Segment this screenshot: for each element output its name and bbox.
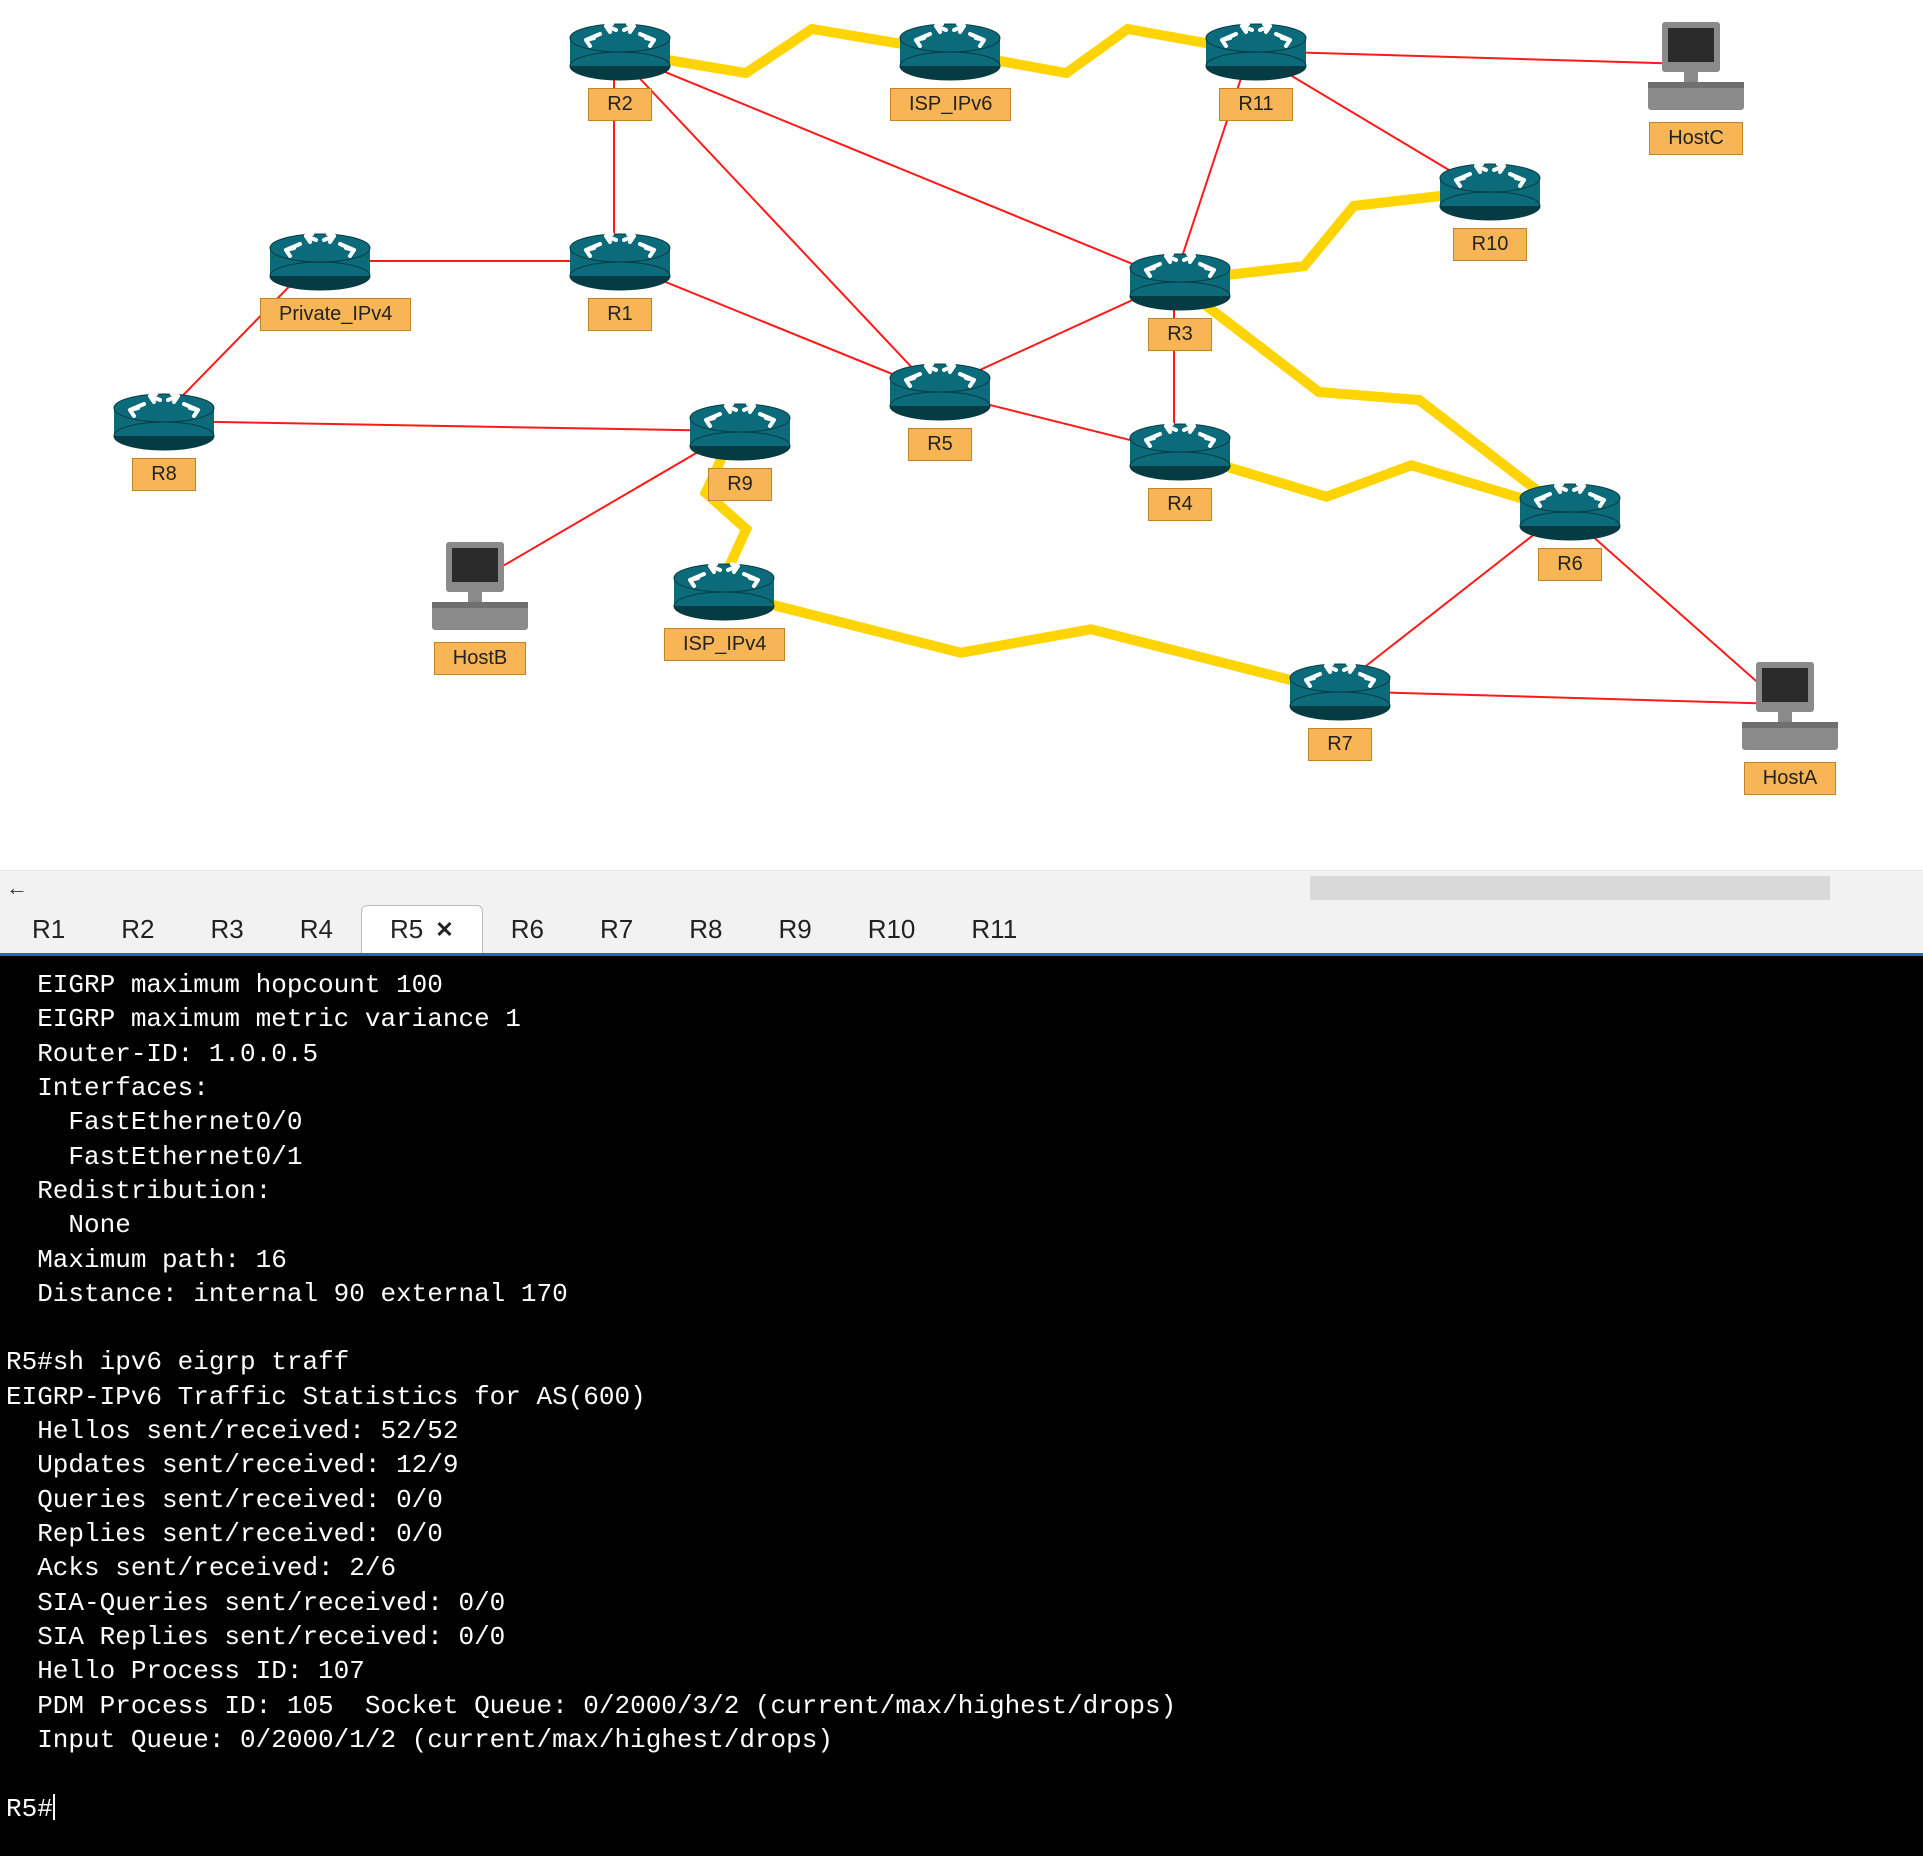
tab-r1[interactable]: R1	[4, 905, 93, 953]
router-icon	[886, 360, 994, 422]
scroll-back-button[interactable]: ←	[0, 871, 34, 905]
node-label: R5	[908, 428, 972, 461]
terminal-tab-bar: R1 R2 R3 R4 R5 ✕ R6 R7 R8 R9 R10 R11	[0, 904, 1923, 956]
tab-label: R1	[32, 914, 65, 945]
router-icon	[686, 400, 794, 462]
node-label: R6	[1538, 548, 1602, 581]
router-icon	[1126, 420, 1234, 482]
router-node-r11[interactable]: R11	[1196, 20, 1316, 121]
router-node-r4[interactable]: R4	[1120, 420, 1240, 521]
router-icon	[896, 20, 1004, 82]
router-node-r6[interactable]: R6	[1510, 480, 1630, 581]
router-node-isp_ipv6[interactable]: ISP_IPv6	[890, 20, 1010, 121]
node-label: R11	[1219, 88, 1292, 121]
node-label: ISP_IPv6	[890, 88, 1011, 121]
node-label: HostA	[1744, 762, 1836, 795]
node-label: R7	[1308, 728, 1372, 761]
node-label: R1	[588, 298, 652, 331]
router-icon	[566, 20, 674, 82]
router-icon	[1436, 160, 1544, 222]
host-icon	[1738, 660, 1842, 756]
tab-label: R9	[778, 914, 811, 945]
tab-label: R5	[390, 914, 423, 945]
node-label: R3	[1148, 318, 1212, 351]
router-node-r8[interactable]: R8	[104, 390, 224, 491]
tab-label: R6	[511, 914, 544, 945]
horizontal-scrollbar[interactable]: ←	[0, 870, 1923, 904]
arrow-left-icon: ←	[6, 875, 28, 901]
node-label: Private_IPv4	[260, 298, 411, 331]
scroll-thumb[interactable]	[1310, 876, 1830, 900]
tab-r4[interactable]: R4	[272, 905, 361, 953]
tab-r10[interactable]: R10	[840, 905, 944, 953]
tab-label: R4	[300, 914, 333, 945]
tab-label: R10	[868, 914, 916, 945]
router-node-r10[interactable]: R10	[1430, 160, 1550, 261]
tab-r6[interactable]: R6	[483, 905, 572, 953]
tab-label: R3	[211, 914, 244, 945]
router-icon	[110, 390, 218, 452]
tab-label: R11	[971, 914, 1017, 945]
router-node-isp_ipv4[interactable]: ISP_IPv4	[664, 560, 784, 661]
router-node-r5[interactable]: R5	[880, 360, 1000, 461]
tab-r3[interactable]: R3	[183, 905, 272, 953]
host-icon	[428, 540, 532, 636]
tab-r2[interactable]: R2	[93, 905, 182, 953]
tab-r8[interactable]: R8	[661, 905, 750, 953]
router-node-r3[interactable]: R3	[1120, 250, 1240, 351]
router-node-r2[interactable]: R2	[560, 20, 680, 121]
node-label: ISP_IPv4	[664, 628, 785, 661]
router-node-r7[interactable]: R7	[1280, 660, 1400, 761]
router-node-r1[interactable]: R1	[560, 230, 680, 331]
tab-label: R2	[121, 914, 154, 945]
router-node-r9[interactable]: R9	[680, 400, 800, 501]
router-icon	[1126, 250, 1234, 312]
host-node-hosta[interactable]: HostA	[1730, 660, 1850, 795]
tab-label: R8	[689, 914, 722, 945]
tab-r11[interactable]: R11	[943, 905, 1045, 953]
router-icon	[1202, 20, 1310, 82]
node-label: R2	[588, 88, 652, 121]
node-label: R8	[132, 458, 196, 491]
router-icon	[566, 230, 674, 292]
host-node-hostc[interactable]: HostC	[1636, 20, 1756, 155]
node-label: R4	[1148, 488, 1212, 521]
tab-r7[interactable]: R7	[572, 905, 661, 953]
terminal-output[interactable]: EIGRP maximum hopcount 100 EIGRP maximum…	[0, 956, 1923, 1856]
node-label: R9	[708, 468, 772, 501]
router-icon	[670, 560, 778, 622]
close-icon[interactable]: ✕	[435, 917, 453, 943]
router-icon	[1286, 660, 1394, 722]
host-node-hostb[interactable]: HostB	[420, 540, 540, 675]
tab-r9[interactable]: R9	[750, 905, 839, 953]
tab-r5[interactable]: R5 ✕	[361, 905, 483, 953]
terminal-cursor	[53, 1794, 55, 1820]
node-label: R10	[1453, 228, 1528, 261]
network-topology-canvas[interactable]: R2 ISP_IPv6 R11 HostC	[0, 0, 1923, 870]
router-icon	[266, 230, 374, 292]
node-label: HostB	[434, 642, 526, 675]
router-node-private_ipv4[interactable]: Private_IPv4	[260, 230, 380, 331]
node-label: HostC	[1649, 122, 1743, 155]
host-icon	[1644, 20, 1748, 116]
tab-label: R7	[600, 914, 633, 945]
router-icon	[1516, 480, 1624, 542]
